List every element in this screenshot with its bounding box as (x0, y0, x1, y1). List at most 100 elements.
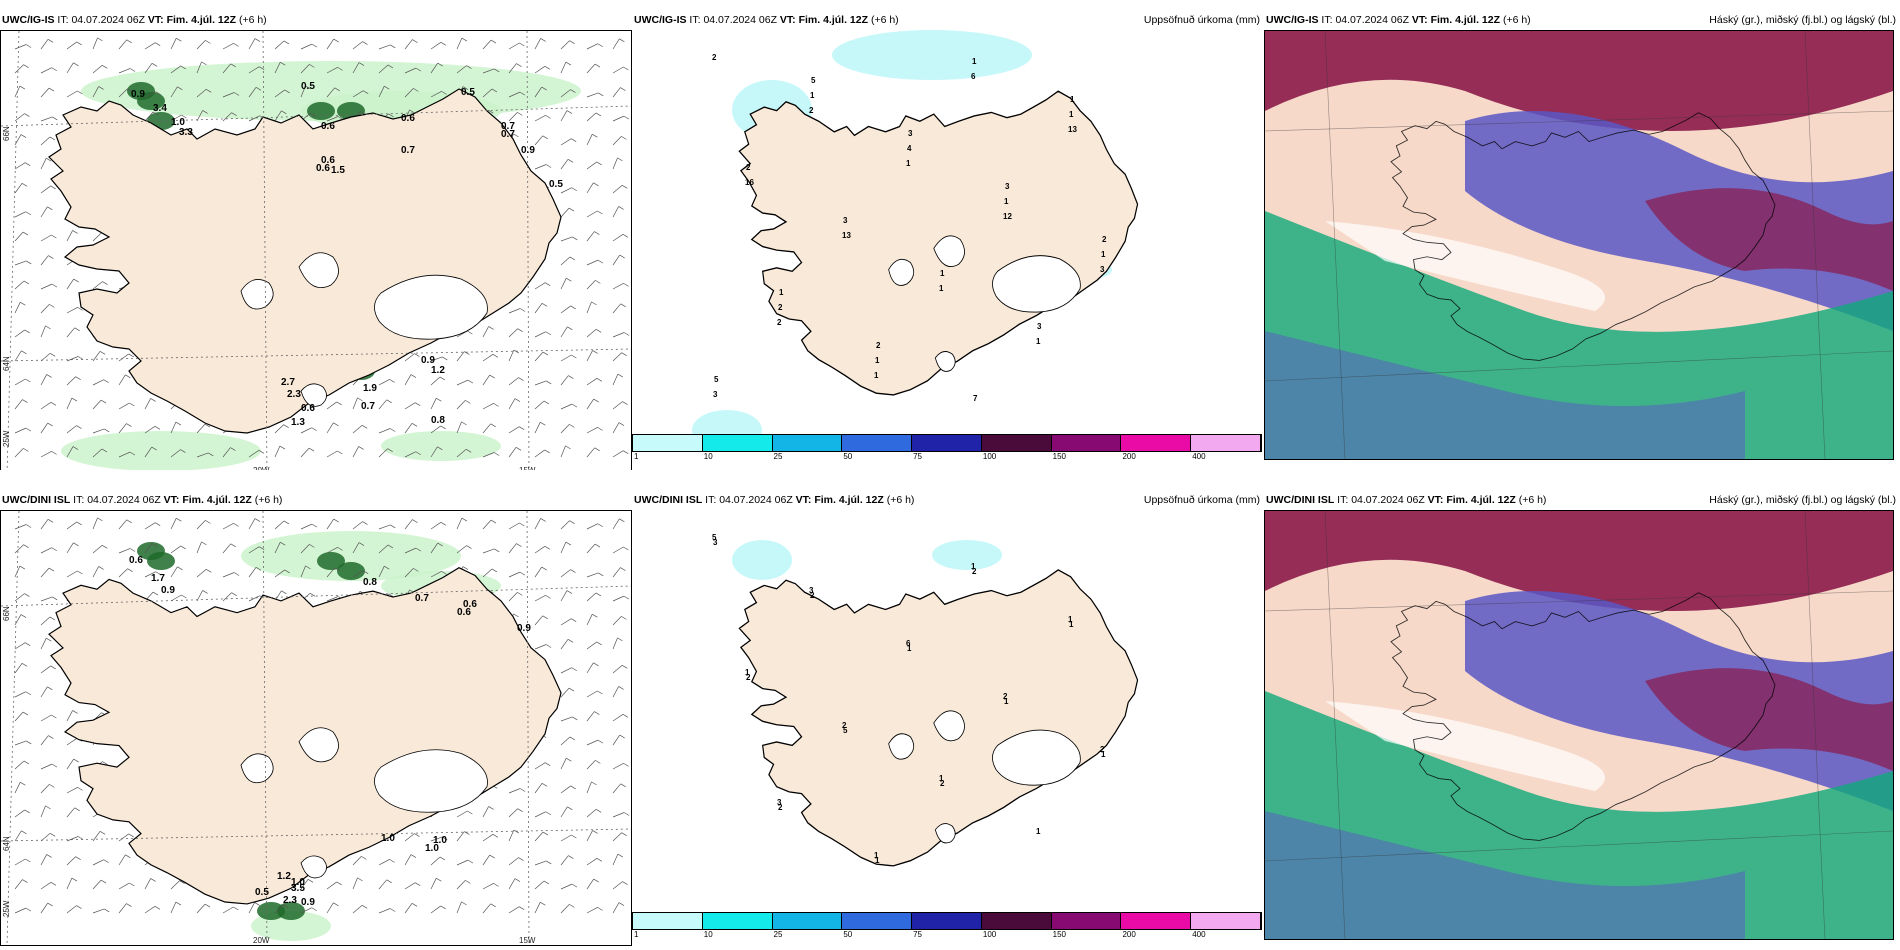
wind-map[interactable]: 66N 64N 25W 20W 15W 0.6 1.7 0.9 0.8 0.7 0.6 0.6 1.0 0… (0, 510, 632, 946)
wind-barb-flag (620, 87, 626, 91)
wind-barb-flag (437, 542, 443, 547)
wind-barb-flag (622, 881, 628, 885)
precip-value-label: 1 (875, 356, 880, 365)
wind-barb-flag (51, 67, 57, 72)
wind-barb-flag (362, 904, 368, 909)
legend-swatch (772, 913, 843, 929)
precip-value-label: 3 (713, 390, 718, 399)
wind-barb (482, 88, 493, 98)
wind-barb-flag (103, 859, 109, 864)
wind-barb (92, 428, 105, 434)
wind-barb-flag (231, 112, 237, 116)
wind-barb-flag (436, 397, 442, 402)
precip-value-label: 1 (745, 668, 750, 677)
wind-barb-flag (572, 236, 578, 241)
wind-barb-flag (389, 859, 395, 863)
wind-barb (508, 829, 515, 842)
panel-row2-clouds: UWC/DINI ISL IT: 04.07.2024 06Z VT: Fim.… (1264, 490, 1900, 950)
wind-barb (508, 328, 518, 338)
wind-barb (118, 882, 130, 890)
wind-barb-flag (48, 735, 54, 739)
wind-barb-flag (543, 880, 550, 885)
cloud-map[interactable] (1264, 30, 1894, 460)
wind-barb (352, 521, 363, 530)
wind-barb (40, 714, 52, 722)
wind-barb-flag (617, 373, 624, 378)
wind-barb (300, 64, 310, 74)
wind-barb (40, 519, 49, 530)
wind-barb (326, 450, 338, 458)
legend-tick-label: 25 (773, 452, 783, 461)
wind-barb (66, 807, 75, 818)
wind-barb (508, 91, 521, 98)
wind-barb (430, 41, 442, 50)
legend-swatch (912, 913, 982, 929)
iceland-group (738, 569, 1139, 867)
wind-barb-flag (99, 350, 106, 355)
wind-barb-flag (283, 520, 290, 525)
precip-value-label: 1 (1036, 337, 1041, 346)
wind-barb (66, 397, 73, 410)
wind-barb (534, 831, 544, 842)
wind-barb (586, 572, 599, 578)
wind-barb (40, 763, 53, 770)
wind-barb-flag (20, 614, 27, 618)
wind-barb (482, 548, 495, 554)
wind-barb (274, 569, 285, 578)
precip-value-label: 1 (971, 562, 976, 571)
wind-barb (40, 353, 51, 362)
wind-map[interactable]: 66N64N25W20W15W0.93.41.03.30.50.50.60.60… (0, 30, 632, 470)
wind-barb-flag (201, 61, 207, 66)
grid-line (1804, 31, 1826, 459)
wind-barb-flag (386, 879, 392, 884)
wind-barb-flag (595, 760, 601, 764)
wind-barb-flag (23, 280, 30, 285)
wind-barb (66, 836, 79, 842)
precip-value-label: 5 (712, 533, 717, 542)
wind-barb (534, 644, 547, 650)
wind-value-label: 1.3 (291, 417, 305, 428)
wind-barb (14, 113, 25, 122)
wind-barb (430, 425, 441, 434)
wind-barb (534, 135, 543, 146)
wind-barb (456, 810, 468, 818)
wind-barb-flag (412, 519, 418, 523)
wind-barb-flag (596, 857, 603, 862)
wind-barb-flag (336, 881, 342, 886)
wind-barb-flag (24, 162, 31, 166)
cloud-map-svg (1265, 31, 1893, 459)
wind-barb-flag (544, 545, 551, 550)
wind-barb-flag (23, 64, 29, 68)
wind-barb (534, 811, 546, 818)
wind-barb-flag (258, 546, 265, 550)
grid-line (1265, 590, 1893, 612)
precip-map[interactable]: 2 2 1 12 3 2 1 6 13 16 13 1 1 3 1 4 1 1 2 1 1 1 2 3 1 3 5 5 3 3 2 1 2 7 1 (632, 30, 1262, 442)
wind-barb (118, 854, 126, 866)
wind-barb (40, 206, 48, 218)
wind-barb (222, 112, 232, 122)
wind-barb-flag (566, 590, 573, 594)
wind-barb (118, 903, 127, 914)
wind-barb (352, 62, 360, 74)
wind-value-label: 0.6 (401, 113, 415, 124)
wind-barb-flag (621, 136, 627, 140)
cloud-map[interactable] (1264, 510, 1894, 940)
wind-value-label: 1.5 (331, 165, 345, 176)
wind-barb (248, 902, 255, 914)
wind-barb (144, 111, 154, 122)
precip-value-label: 1 (1101, 250, 1106, 259)
panel-title: Uppsöfnuð úrkoma (mm) (1143, 14, 1260, 26)
wind-barb-flag (596, 161, 602, 166)
wind-barb (92, 281, 103, 290)
longitude-line (6, 511, 20, 945)
wind-barb-flag (617, 637, 623, 642)
wind-barb (14, 399, 23, 410)
wind-barb-flag (597, 259, 604, 264)
wind-barb (170, 566, 178, 578)
wind-barb (40, 255, 49, 266)
wind-barb (508, 906, 520, 914)
wind-barb-flag (25, 211, 31, 216)
glacier (933, 235, 965, 268)
